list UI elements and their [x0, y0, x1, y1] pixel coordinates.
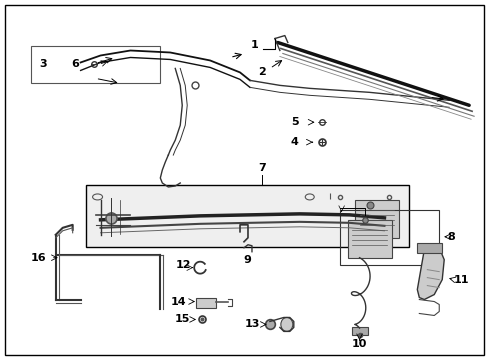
- Polygon shape: [416, 245, 443, 300]
- Bar: [31, 45, 160, 84]
- Text: 13: 13: [244, 319, 259, 329]
- Bar: [416, 243, 441, 253]
- Bar: [351, 328, 367, 336]
- Text: 11: 11: [452, 275, 468, 285]
- Text: 16: 16: [31, 253, 46, 263]
- Text: 4: 4: [290, 137, 298, 147]
- Text: 6: 6: [72, 59, 80, 69]
- Bar: [339, 210, 438, 265]
- Text: 7: 7: [258, 163, 265, 173]
- Ellipse shape: [280, 318, 292, 332]
- Bar: [347, 220, 392, 258]
- Text: 2: 2: [258, 67, 265, 77]
- Text: 15: 15: [174, 314, 189, 324]
- Bar: [196, 298, 216, 307]
- Text: 9: 9: [243, 255, 250, 265]
- Bar: [354, 200, 399, 238]
- Text: 1: 1: [250, 40, 258, 50]
- Bar: [85, 185, 408, 247]
- Text: 12: 12: [175, 260, 191, 270]
- Text: 3: 3: [39, 59, 46, 69]
- Text: 14: 14: [170, 297, 186, 306]
- Text: 5: 5: [290, 117, 298, 127]
- Text: 8: 8: [447, 232, 454, 242]
- Text: 10: 10: [351, 339, 366, 349]
